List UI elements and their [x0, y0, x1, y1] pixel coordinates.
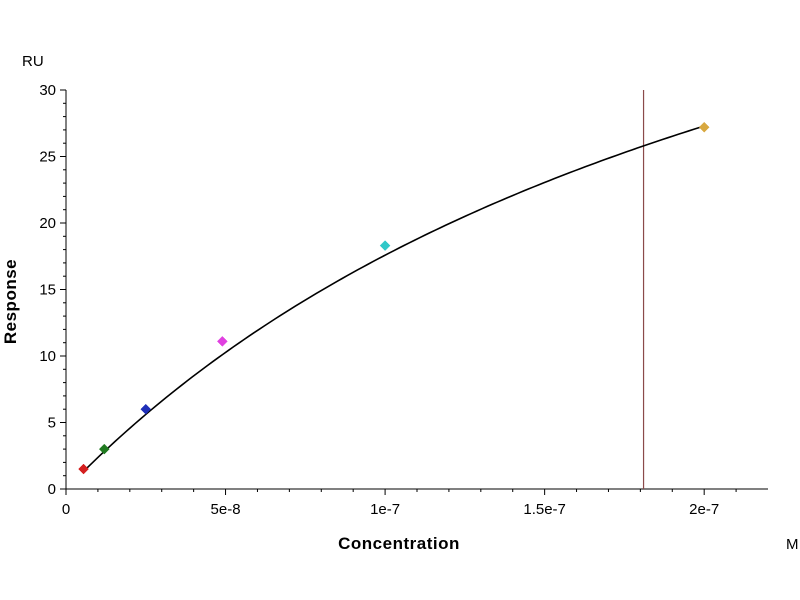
axes: 0 5 10 15 20 25 30 0 5e-8 1e-7 1.5e-7 2e-7 — [39, 82, 768, 518]
y-tick-label: 10 — [39, 348, 56, 365]
y-unit-label: RU — [22, 53, 44, 70]
x-tick-label: 5e-8 — [211, 501, 241, 518]
x-tick-label: 1.5e-7 — [523, 501, 566, 518]
x-axis-title: Concentration — [338, 534, 460, 553]
y-tick-label: 5 — [48, 415, 56, 432]
fit-curve-layer — [82, 125, 705, 472]
data-point — [140, 403, 152, 415]
x-tick-label: 2e-7 — [689, 501, 719, 518]
y-axis-title: Response — [1, 259, 20, 344]
y-tick-label: 30 — [39, 82, 56, 99]
data-point — [217, 336, 228, 347]
x-tick-label: 1e-7 — [370, 501, 400, 518]
y-tick-label: 25 — [39, 149, 56, 166]
axis-labels: RU M Concentration Response — [1, 53, 799, 553]
data-point — [78, 463, 89, 475]
y-tick-label: 20 — [39, 215, 56, 232]
y-tick-label: 15 — [39, 282, 56, 299]
data-point — [379, 240, 391, 251]
x-unit-label: M — [786, 536, 799, 553]
fit-curve — [82, 125, 705, 472]
x-tick-label: 0 — [62, 501, 70, 518]
data-points — [78, 121, 710, 475]
y-tick-label: 0 — [48, 481, 56, 498]
data-point — [98, 443, 110, 455]
data-point — [698, 121, 710, 133]
